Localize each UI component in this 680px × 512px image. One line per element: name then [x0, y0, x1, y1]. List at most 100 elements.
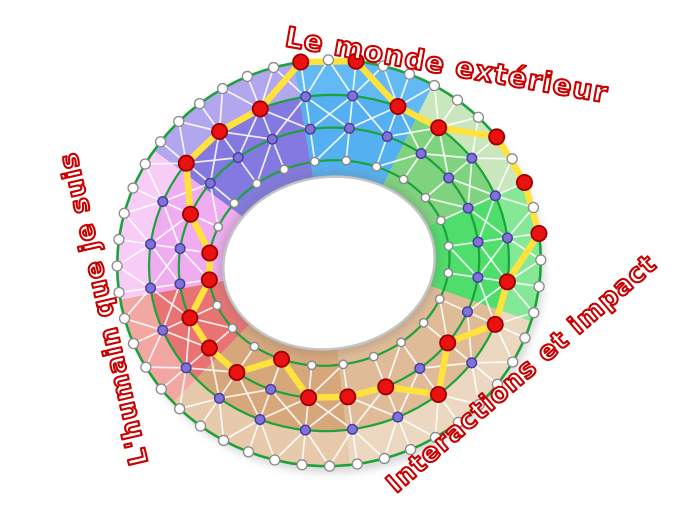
diagonal-line [304, 395, 349, 431]
ring-node-white [368, 351, 379, 362]
diagonal-line [161, 283, 181, 332]
fan-line [145, 329, 164, 369]
ring-node-purple [145, 282, 157, 294]
rim-node [527, 201, 540, 214]
ring-node-purple [466, 152, 478, 164]
score-node [439, 334, 457, 352]
ring-node-white [279, 164, 290, 175]
rim-node [533, 280, 545, 293]
diagonal-line [307, 396, 354, 431]
diagonal-line [259, 396, 310, 421]
rim-node [113, 233, 125, 246]
score-node [182, 205, 200, 223]
rim-node [118, 207, 130, 219]
score-node [251, 100, 269, 118]
rim-node [506, 153, 518, 165]
sector-tan-light-outer [346, 310, 532, 465]
score-node [200, 271, 218, 289]
wheel-center-hole [219, 172, 439, 354]
ring-node-purple [347, 90, 359, 102]
score-node [181, 309, 199, 327]
fan-line [383, 416, 399, 460]
ring-node-purple [392, 411, 404, 423]
fan-line [273, 429, 307, 461]
diagonal-line [149, 247, 182, 289]
rim-node [154, 136, 167, 148]
diagonal-line [185, 367, 238, 374]
rim-node [323, 460, 336, 472]
fan-line [123, 200, 164, 215]
ring-node-purple [254, 413, 266, 426]
rim-node [173, 403, 186, 415]
ring-node-purple [204, 177, 216, 189]
ring-node-purple [157, 324, 169, 336]
diagonal-line [447, 245, 479, 279]
ring-node-purple [213, 392, 225, 404]
ring-node-white [306, 360, 317, 371]
fan-line [304, 58, 330, 98]
diagonal-line [420, 152, 473, 159]
diagonal-line [304, 95, 351, 130]
rim-node [193, 98, 206, 110]
fan-line [506, 237, 542, 261]
rim-node [127, 182, 139, 194]
fan-line [351, 428, 386, 460]
ring-node-white [420, 192, 431, 203]
rim-node [269, 454, 281, 466]
sector-purple-outer [154, 63, 300, 171]
score-node [339, 388, 357, 406]
rim-node [118, 312, 131, 325]
diagonal-line [269, 388, 307, 431]
fan-line [304, 429, 331, 468]
diagonal-line [218, 388, 272, 400]
score-node [488, 128, 506, 146]
fan-line [218, 397, 225, 442]
fan-line [506, 206, 535, 239]
diagonal-line [218, 130, 274, 141]
rim-node [472, 111, 485, 123]
ring-node-white [309, 156, 320, 167]
ring-node-white [435, 215, 446, 226]
ring-node-white [396, 337, 407, 348]
ring-node-white [338, 359, 349, 370]
score-node [515, 173, 533, 191]
ring-node-purple [472, 271, 484, 283]
rim-node [404, 443, 417, 456]
sector-green-medium-outer [417, 84, 525, 196]
score-node [211, 123, 229, 141]
diagonal-line [477, 194, 497, 243]
diagonal-line [424, 196, 469, 209]
rim-node [377, 60, 389, 72]
wheel-nodes [111, 52, 548, 472]
sector-pink-outer [117, 150, 181, 300]
fan-line [494, 194, 535, 209]
ring-node-purple [300, 91, 312, 103]
score-node [273, 350, 291, 368]
sector-green-medium-inner [382, 115, 496, 227]
fan-line [328, 428, 354, 468]
ring-node-white [249, 341, 260, 352]
ring-node-white [229, 198, 240, 209]
diagonal-line [351, 95, 389, 138]
ring-node-white [418, 317, 429, 328]
ring-node-white [443, 241, 454, 252]
score-node [200, 339, 218, 357]
fan-line [145, 366, 187, 369]
fan-line [272, 66, 307, 98]
rim-node [216, 82, 229, 95]
diagonal-line [476, 237, 509, 279]
diagonal-line [467, 207, 509, 239]
rim-node [507, 356, 519, 368]
rim-node [267, 61, 280, 74]
diagonal-line [208, 347, 221, 400]
fan-line [116, 243, 152, 267]
ring-node-purple [489, 190, 501, 202]
fan-line [471, 116, 480, 159]
rim-node [378, 452, 391, 465]
ring-node-purple [466, 357, 478, 369]
rim-node [296, 459, 308, 471]
ring-node-purple [299, 424, 311, 436]
fan-line [123, 317, 164, 332]
rim-node [473, 398, 485, 411]
diagonal-line [351, 385, 387, 431]
